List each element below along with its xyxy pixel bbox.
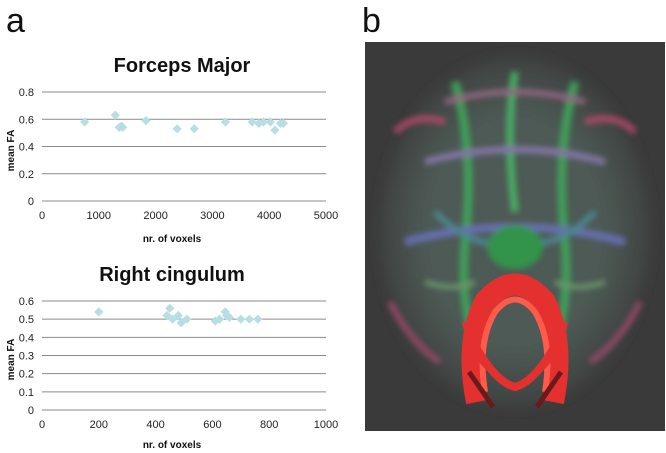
data-point (247, 117, 257, 127)
y-tick-label: 0.5 (19, 314, 34, 326)
data-point (224, 312, 235, 322)
data-point (141, 116, 151, 126)
x-tick-label: 0 (39, 419, 45, 431)
forceps-major-tract (461, 273, 569, 409)
data-point (110, 110, 120, 120)
data-point (172, 124, 182, 134)
data-point (94, 307, 104, 317)
data-point (165, 303, 175, 313)
panel-label-a: a (6, 2, 25, 40)
x-tick-label: 400 (146, 419, 164, 431)
chart-forceps-major: Forceps Major 0 0.2 0.4 0.6 0.8 0 1000 2000 3000 4… (6, 55, 338, 245)
y-tick-label: 0.8 (19, 87, 34, 99)
x-tick-label: 4000 (257, 210, 281, 222)
x-axis-title: nr. of voxels (143, 234, 202, 245)
data-point (162, 310, 172, 321)
y-tick-label: 0 (28, 405, 34, 417)
panel-label-b: b (362, 2, 381, 40)
x-tick-label: 200 (90, 419, 108, 431)
data-point (173, 310, 183, 321)
x-tick-label: 1000 (87, 210, 111, 222)
y-tick-label: 0.2 (19, 369, 34, 381)
x-tick-label: 600 (203, 419, 221, 431)
y-tick-label: 0.2 (19, 169, 34, 181)
chart-title: Right cingulum (99, 264, 245, 286)
data-point (265, 117, 275, 127)
y-axis-title: mean FA (6, 339, 17, 381)
data-point (236, 314, 246, 324)
data-point (244, 314, 254, 324)
y-tick-label: 0 (28, 196, 34, 208)
data-point (214, 314, 225, 324)
data-point (176, 318, 186, 328)
x-tick-label: 0 (39, 210, 45, 222)
data-point (258, 117, 269, 127)
x-tick-label: 800 (260, 419, 278, 431)
data-point (220, 117, 231, 127)
chart-title: Forceps Major (114, 55, 251, 77)
x-axis-title: nr. of voxels (143, 440, 202, 451)
chart-right-cingulum: Right cingulum 0 0.1 0.2 0.3 0.4 0.5 0.6 0 200 400… (6, 264, 338, 451)
data-point (80, 117, 90, 127)
brain-illustration (365, 42, 665, 431)
y-tick-label: 0.6 (19, 114, 34, 126)
x-tick-label: 2000 (143, 210, 167, 222)
y-tick-label: 0.4 (19, 332, 34, 344)
y-tick-label: 0.4 (19, 142, 34, 154)
x-tick-label: 1000 (314, 419, 338, 431)
x-tick-label: 5000 (314, 210, 338, 222)
data-point (182, 314, 192, 324)
data-point (253, 314, 263, 324)
data-point (168, 314, 178, 324)
data-point (118, 122, 128, 133)
data-point (189, 124, 199, 134)
data-point (220, 307, 230, 317)
y-axis-title: mean FA (6, 130, 17, 172)
y-tick-label: 0.1 (19, 387, 34, 399)
data-point (278, 118, 288, 128)
data-point (270, 125, 280, 135)
x-tick-label: 3000 (200, 210, 224, 222)
y-tick-label: 0.6 (19, 296, 34, 308)
brain-tractography-image (365, 42, 665, 431)
y-tick-label: 0.3 (19, 351, 34, 363)
